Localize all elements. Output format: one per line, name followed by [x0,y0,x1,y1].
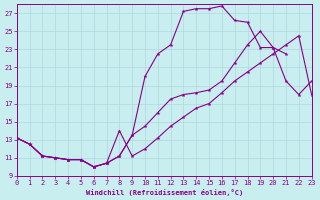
X-axis label: Windchill (Refroidissement éolien,°C): Windchill (Refroidissement éolien,°C) [85,189,243,196]
